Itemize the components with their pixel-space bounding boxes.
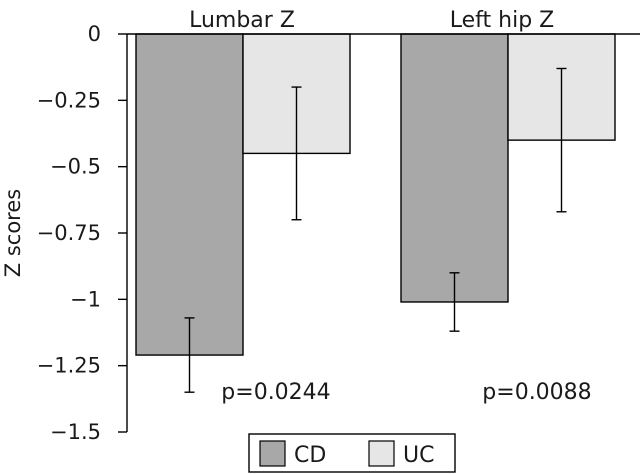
p-value-left-hip: p=0.0088 (482, 380, 591, 405)
y-tick-label: −1 (70, 287, 101, 311)
legend-swatch-cd (259, 440, 286, 467)
bars-layer (135, 33, 616, 356)
bar-cd-lumbar-z (135, 33, 244, 356)
y-tick-label: −0.5 (50, 155, 101, 179)
y-axis-title: Z scores (1, 189, 25, 277)
y-ticks-layer: 0 −0.25 −0.5 −0.75 −1 −1.25 −1.5 (37, 22, 127, 444)
p-value-lumbar: p=0.0244 (221, 380, 330, 405)
y-tick-label: −1.25 (37, 354, 101, 378)
category-label-lumbar: Lumbar Z (189, 8, 295, 33)
y-tick-label: −1.5 (50, 420, 101, 444)
y-tick-label: 0 (88, 22, 101, 46)
error-bars-layer (184, 67, 567, 393)
legend-swatch-uc (368, 440, 395, 467)
legend-label-cd: CD (294, 443, 326, 468)
legend-label-uc: UC (403, 443, 434, 468)
category-label-left-hip: Left hip Z (450, 8, 554, 33)
y-tick-label: −0.25 (37, 88, 101, 112)
y-tick-label: −0.75 (37, 221, 101, 245)
bar-cd-left-hip-z (400, 33, 509, 303)
legend: CD UC (248, 433, 456, 473)
